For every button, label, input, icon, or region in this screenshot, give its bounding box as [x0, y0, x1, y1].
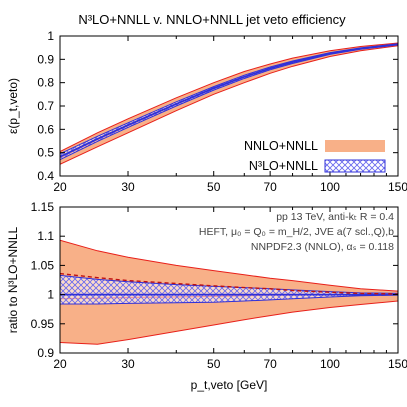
bottom-y-tick-label: 1.1 — [37, 229, 54, 243]
top-nnlo-lower-edge — [60, 45, 398, 165]
x-axis-label: p_t,veto [GeV] — [191, 378, 268, 392]
top-y-tick-label: 0.6 — [37, 122, 54, 136]
bottom-x-tick-label: 20 — [53, 357, 67, 371]
annotation-scales: HEFT, μ₀ = Q₀ = m_H/2, JVE a(7 scl.,Q),b — [199, 226, 394, 238]
bottom-y-tick-label: 1 — [47, 288, 54, 302]
top-panel: 0.4 0.5 0.6 0.7 0.8 0.9 1 20 30 50 70 100 150 ε(p_t… — [6, 29, 407, 194]
bottom-n3lo-lower-edge — [60, 294, 398, 305]
top-x-tick-label: 20 — [53, 180, 67, 194]
top-y-tick-label: 0.5 — [37, 146, 54, 160]
bottom-nnlo-upper-edge — [60, 239, 398, 292]
top-x-tick-label: 30 — [121, 180, 135, 194]
bottom-y-tick-label: 0.9 — [37, 346, 54, 360]
bottom-x-tick-label: 100 — [320, 357, 340, 371]
bottom-n3lo-band — [60, 275, 398, 304]
bottom-panel: 0.9 0.95 1 1.05 1.1 1.15 20 30 50 70 100 150 ratio… — [6, 200, 407, 392]
bottom-x-tick-label: 70 — [263, 357, 277, 371]
bottom-nnlo-lower-edge — [60, 300, 398, 345]
top-y-tick-label: 0.4 — [37, 169, 54, 183]
top-y-tick-label: 0.9 — [37, 52, 54, 66]
top-y-tick-label: 0.7 — [37, 99, 54, 113]
legend-swatch-n3lo — [324, 159, 386, 173]
bottom-y-tick-label: 0.95 — [31, 317, 55, 331]
top-plot-frame — [59, 35, 399, 177]
top-y-axis-label: ε(p_t,veto) — [6, 78, 20, 134]
chart-title: N³LO+NNLL v. NNLO+NNLL jet veto efficien… — [78, 12, 346, 27]
legend: NNLO+NNLL N³LO+NNLL — [244, 139, 386, 173]
legend-swatch-nnlo — [325, 140, 385, 152]
bottom-y-axis-label: ratio to N³LO+NNLL — [6, 226, 20, 333]
top-x-tick-label: 70 — [263, 180, 277, 194]
bottom-x-tick-label: 150 — [388, 357, 407, 371]
bottom-plot-frame — [59, 206, 399, 354]
top-x-tick-label: 150 — [388, 180, 407, 194]
legend-label-n3lo: N³LO+NNLL — [249, 159, 318, 173]
legend-label-nnlo: NNLO+NNLL — [244, 139, 318, 153]
annotation-collider: pp 13 TeV, anti-kₜ R = 0.4 — [276, 211, 394, 223]
top-n3lo-central — [60, 43, 398, 158]
bottom-x-tick-label: 30 — [121, 357, 135, 371]
bottom-y-tick-label: 1.05 — [31, 258, 55, 272]
annotations: pp 13 TeV, anti-kₜ R = 0.4 HEFT, μ₀ = Q₀… — [199, 211, 394, 253]
bottom-x-tick-label: 50 — [207, 357, 221, 371]
bottom-dashed-reference — [60, 272, 398, 295]
annotation-pdf: NNPDF2.3 (NNLO), αₛ = 0.118 — [251, 241, 394, 253]
top-nnlo-upper-edge — [60, 42, 398, 152]
top-y-tick-label: 1 — [47, 29, 54, 43]
top-y-tick-label: 0.8 — [37, 76, 54, 90]
top-x-tick-label: 100 — [320, 180, 340, 194]
top-x-tick-label: 50 — [207, 180, 221, 194]
bottom-y-tick-label: 1.15 — [31, 200, 55, 214]
